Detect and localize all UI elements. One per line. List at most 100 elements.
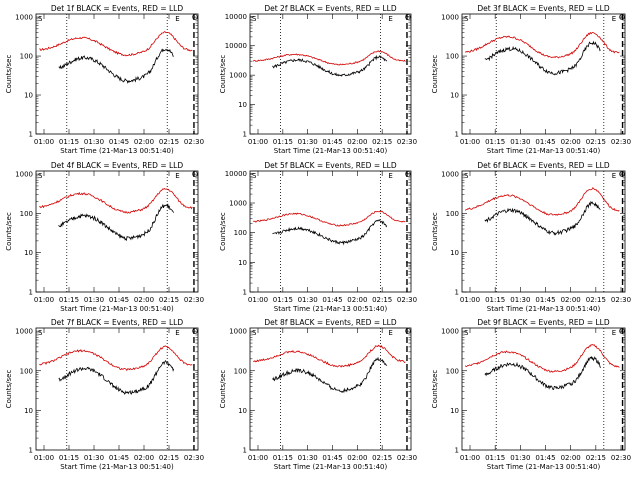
panel-3-xtick-label: 02:00 xyxy=(561,138,581,146)
panel-5-ytick-label: 1 xyxy=(243,289,247,297)
panel-5-ytick-label: 10 xyxy=(238,259,247,267)
panel-6-ytick-label: 100 xyxy=(446,210,459,218)
panel-7-lld-series xyxy=(39,345,193,372)
panel-6-xtick-label: 01:15 xyxy=(485,296,505,304)
panel-1-events-series xyxy=(58,48,174,84)
panel-3-start-marker: S xyxy=(464,15,469,23)
panel-8-title: Det 8f BLACK = Events, RED = LLD xyxy=(264,318,397,327)
panel-8-ytick-label: 1 xyxy=(243,447,247,455)
panel-7-xtick-label: 01:30 xyxy=(84,454,104,462)
panel-3-lld-series xyxy=(465,31,620,59)
panel-9-ylabel: Counts/sec xyxy=(431,370,439,409)
panel-1-xtick-label: 01:00 xyxy=(34,138,54,146)
panel-6-frame xyxy=(461,170,626,293)
panel-8-xtick-label: 02:30 xyxy=(397,454,417,462)
panel-8-xtick-label: 01:30 xyxy=(298,454,318,462)
panel-5-xtick-label: 01:00 xyxy=(248,296,268,304)
panel-7-events-series xyxy=(58,359,175,395)
panel-7-xtick-label: 02:15 xyxy=(159,454,179,462)
panel-6-xlabel: Start Time (21-Mar-13 00:51:40) xyxy=(487,305,601,313)
panel-5-lld-series xyxy=(253,210,406,227)
panel-8-xtick-label: 01:00 xyxy=(248,454,268,462)
panel-8-start-marker: S xyxy=(252,329,257,337)
panel-1-end-circle xyxy=(192,14,198,20)
panel-5-end-circle xyxy=(405,171,411,177)
panel-4-xtick-label: 01:45 xyxy=(109,296,129,304)
panel-1-ylabel: Counts/sec xyxy=(5,55,13,94)
panel-2-end-circle xyxy=(405,14,411,20)
panel-7-frame xyxy=(35,327,199,451)
panel-4-xtick-label: 02:00 xyxy=(134,296,154,304)
panel-5-ytick-label: 100 xyxy=(234,229,247,237)
panel-1-start-marker: S xyxy=(38,15,43,23)
panel-6-ytick-label: 1 xyxy=(455,289,459,297)
panel-2-ytick-label: 1000 xyxy=(229,72,247,80)
panel-4-events-series xyxy=(58,203,175,242)
panel-4-ytick-label: 100 xyxy=(20,210,33,218)
panel-8-ytick-label: 1000 xyxy=(229,328,247,336)
panel-7-ylabel: Counts/sec xyxy=(5,370,13,409)
panel-1-ytick-label: 100 xyxy=(20,53,33,61)
panel-1-xtick-label: 01:30 xyxy=(84,138,104,146)
panel-7-ytick-label: 100 xyxy=(20,367,33,375)
panel-7-start-marker: S xyxy=(38,329,43,337)
panel-3-xtick-label: 01:45 xyxy=(535,138,555,146)
panel-6-xtick-label: 01:45 xyxy=(535,296,555,304)
panel-2-xtick-label: 01:15 xyxy=(273,138,293,146)
panel-2-ytick-label: 10 xyxy=(238,101,247,109)
panel-1-frame xyxy=(35,13,199,135)
panel-9-title: Det 9f BLACK = Events, RED = LLD xyxy=(477,318,610,327)
panel-4-frame xyxy=(35,170,199,293)
panel-7-xlabel: Start Time (21-Mar-13 00:51:40) xyxy=(60,463,174,471)
panel-4-xtick-label: 01:30 xyxy=(84,296,104,304)
panel-5-frame xyxy=(249,170,412,293)
panel-9-ytick-label: 10 xyxy=(450,407,459,415)
panel-2-end-marker: E xyxy=(388,15,392,23)
panel-2-ytick-label: 10000 xyxy=(225,13,247,21)
panel-5-ylabel: Counts/sec xyxy=(219,212,227,251)
panel-2-frame xyxy=(249,13,412,135)
panel-1-lld-series xyxy=(39,31,193,57)
panel-7-xtick-label: 01:15 xyxy=(59,454,79,462)
panel-5-start-marker: S xyxy=(252,172,257,180)
panel-5-xtick-label: 02:30 xyxy=(397,296,417,304)
panel-7-xtick-label: 01:00 xyxy=(34,454,54,462)
panel-8-xtick-label: 01:15 xyxy=(273,454,293,462)
panel-1-ytick-label: 1000 xyxy=(15,14,33,22)
panel-4-xtick-label: 02:15 xyxy=(159,296,179,304)
panel-5-xtick-label: 01:45 xyxy=(322,296,342,304)
panel-3-xtick-label: 01:00 xyxy=(460,138,480,146)
panel-8-end-marker: E xyxy=(388,329,392,337)
panel-2-ytick-label: 1 xyxy=(243,131,247,139)
panel-7-end-marker: E xyxy=(175,329,179,337)
panel-2-xtick-label: 01:45 xyxy=(322,138,342,146)
panel-6-end-marker: E xyxy=(612,172,616,180)
panel-3-xtick-label: 01:30 xyxy=(510,138,530,146)
panel-2-title: Det 2f BLACK = Events, RED = LLD xyxy=(264,4,397,13)
panel-4-ylabel: Counts/sec xyxy=(5,212,13,251)
panel-9-lld-series xyxy=(464,343,620,373)
panel-2-events-series xyxy=(272,54,388,77)
panel-8-xtick-label: 02:00 xyxy=(347,454,367,462)
panel-9-end-marker: E xyxy=(612,329,616,337)
panel-3-xlabel: Start Time (21-Mar-13 00:51:40) xyxy=(487,147,601,155)
panel-4-end-marker: E xyxy=(175,172,179,180)
panel-9-xtick-label: 02:15 xyxy=(586,454,606,462)
panel-7-xtick-label: 01:45 xyxy=(109,454,129,462)
panel-3-ytick-label: 1 xyxy=(455,131,459,139)
panel-5-end-marker: E xyxy=(388,172,392,180)
panel-1-title: Det 1f BLACK = Events, RED = LLD xyxy=(51,4,184,13)
panel-2-ylabel: Counts/sec xyxy=(219,55,227,94)
panel-5-ytick-label: 10000 xyxy=(225,170,247,178)
panel-5-ytick-label: 1000 xyxy=(229,200,247,208)
panel-6-ytick-label: 10 xyxy=(450,249,459,257)
panel-1-end-marker: E xyxy=(175,15,179,23)
panel-9-ytick-label: 1000 xyxy=(441,328,459,336)
panel-4-ytick-label: 10 xyxy=(24,249,33,257)
panel-6-start-marker: S xyxy=(464,172,469,180)
panel-3-frame xyxy=(461,13,626,135)
panel-8-frame xyxy=(249,327,412,451)
panel-4-ytick-label: 1 xyxy=(29,289,33,297)
panel-2-xtick-label: 01:00 xyxy=(248,138,268,146)
panel-4-lld-series xyxy=(39,187,193,214)
